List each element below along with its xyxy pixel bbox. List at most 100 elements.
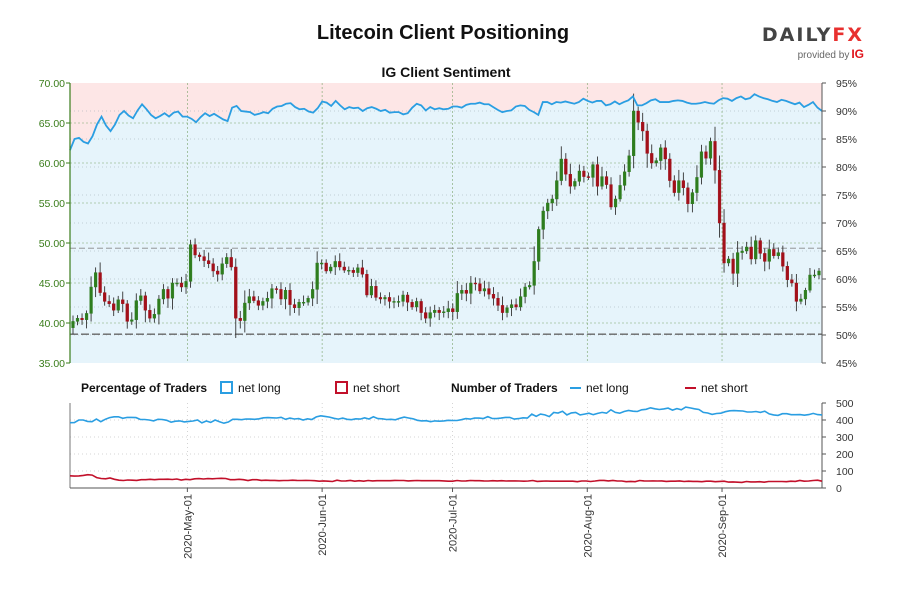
- candle-bullish: [613, 198, 618, 208]
- candle-bearish: [582, 170, 586, 177]
- candle-bullish: [546, 202, 550, 212]
- candle-bullish: [627, 155, 631, 173]
- candle-bullish: [740, 250, 744, 253]
- candle-bearish: [252, 296, 256, 301]
- candle-bullish: [745, 246, 749, 252]
- candle-bullish: [767, 249, 771, 262]
- candle-bearish: [342, 266, 346, 271]
- candle-bearish: [419, 301, 423, 313]
- candle-bearish: [478, 283, 482, 292]
- candle-bullish: [654, 160, 658, 164]
- legend-num-title: Number of Traders: [451, 381, 558, 395]
- candle-bullish: [369, 286, 374, 296]
- candle-bullish: [306, 298, 310, 303]
- candle-bearish: [179, 282, 184, 288]
- candle-bullish: [89, 286, 93, 314]
- candle-bullish: [283, 290, 288, 300]
- left-tick-label: 40.00: [39, 318, 65, 330]
- candle-bullish: [776, 252, 780, 257]
- candle-bearish: [641, 121, 645, 132]
- candle-bearish: [121, 299, 125, 304]
- candle-bearish: [197, 254, 202, 257]
- candle-bullish: [442, 311, 446, 313]
- count-short-series-line: [69, 473, 823, 484]
- candle-bearish: [365, 274, 369, 296]
- candle-bearish: [672, 180, 676, 193]
- candle-bullish: [139, 295, 143, 301]
- candle-bearish: [704, 151, 708, 159]
- legend-pct-short-label: net short: [353, 381, 400, 395]
- candle-bearish: [166, 289, 170, 299]
- candle-bearish: [790, 279, 794, 284]
- date-tick-label: 2020-May-01: [182, 494, 194, 559]
- candle-bullish: [455, 293, 459, 312]
- candle-bullish: [528, 285, 532, 288]
- candle-bullish: [225, 257, 229, 264]
- candle-bearish: [148, 310, 152, 319]
- candle-bearish: [722, 222, 726, 264]
- candle-bearish: [234, 266, 238, 319]
- candle-bearish: [681, 180, 685, 189]
- candle-bullish: [261, 301, 265, 306]
- candle-bullish: [532, 261, 536, 286]
- candle-bullish: [157, 298, 161, 315]
- candle-bullish: [301, 302, 306, 304]
- candle-bearish: [749, 246, 753, 260]
- candle-bearish: [586, 176, 591, 178]
- candle-bullish: [392, 301, 396, 303]
- candle-bullish: [482, 288, 487, 292]
- count-tick-label: 400: [836, 415, 854, 427]
- candle-bullish: [134, 300, 138, 321]
- candle-bearish: [103, 292, 107, 302]
- pct-long-series-line: [69, 93, 823, 151]
- candle-bearish: [437, 310, 441, 313]
- candle-bearish: [338, 261, 342, 268]
- chart-title: Litecoin Client Positioning: [316, 22, 570, 44]
- legend-pct-long: net long: [220, 381, 281, 395]
- candle-bullish: [699, 151, 704, 178]
- candle-bearish: [410, 302, 414, 308]
- candle-bullish: [632, 110, 636, 156]
- candle-bearish: [202, 256, 206, 261]
- candle-bullish: [433, 310, 437, 313]
- candle-bearish: [216, 270, 220, 275]
- candle-bullish: [356, 267, 360, 273]
- candle-bullish: [383, 297, 387, 300]
- right-tick-label: 60%: [836, 274, 857, 286]
- candle-bearish: [378, 297, 383, 300]
- candle-bearish: [238, 318, 242, 321]
- legend-num-short: net short: [685, 381, 748, 395]
- candle-bullish: [460, 290, 464, 294]
- candle-bullish: [188, 244, 193, 282]
- candle-bearish: [80, 318, 84, 321]
- candle-bullish: [401, 294, 405, 302]
- legend-num-short-label: net short: [701, 381, 748, 395]
- candle-bearish: [451, 308, 455, 313]
- legend-pct-short: net short: [335, 381, 400, 395]
- candle-bullish: [695, 177, 699, 193]
- candle-bearish: [473, 282, 477, 285]
- candle-bullish: [537, 229, 541, 262]
- candle-bullish: [469, 282, 473, 294]
- right-tick-label: 95%: [836, 78, 857, 90]
- left-tick-label: 50.00: [39, 238, 65, 250]
- candle-bullish: [243, 302, 247, 321]
- right-tick-label: 45%: [836, 358, 857, 370]
- logo-provided-text: provided by: [797, 50, 850, 61]
- count-long-series-line: [69, 406, 823, 425]
- candle-bearish: [645, 130, 649, 154]
- left-tick-label: 70.00: [39, 78, 65, 90]
- right-tick-label: 90%: [836, 106, 857, 118]
- date-tick-label: 2020-Jun-01: [317, 494, 329, 556]
- candle-bearish: [772, 249, 776, 256]
- candle-bullish: [220, 263, 224, 275]
- candle-bearish: [496, 298, 500, 306]
- candle-bearish: [374, 286, 378, 298]
- candle-bullish: [550, 198, 554, 204]
- candle-bullish: [347, 270, 351, 272]
- candle-bearish: [595, 164, 600, 187]
- sentiment-line: [69, 93, 823, 151]
- candle-bearish: [351, 270, 355, 273]
- candle-bearish: [424, 312, 428, 319]
- candle-bearish: [663, 147, 667, 160]
